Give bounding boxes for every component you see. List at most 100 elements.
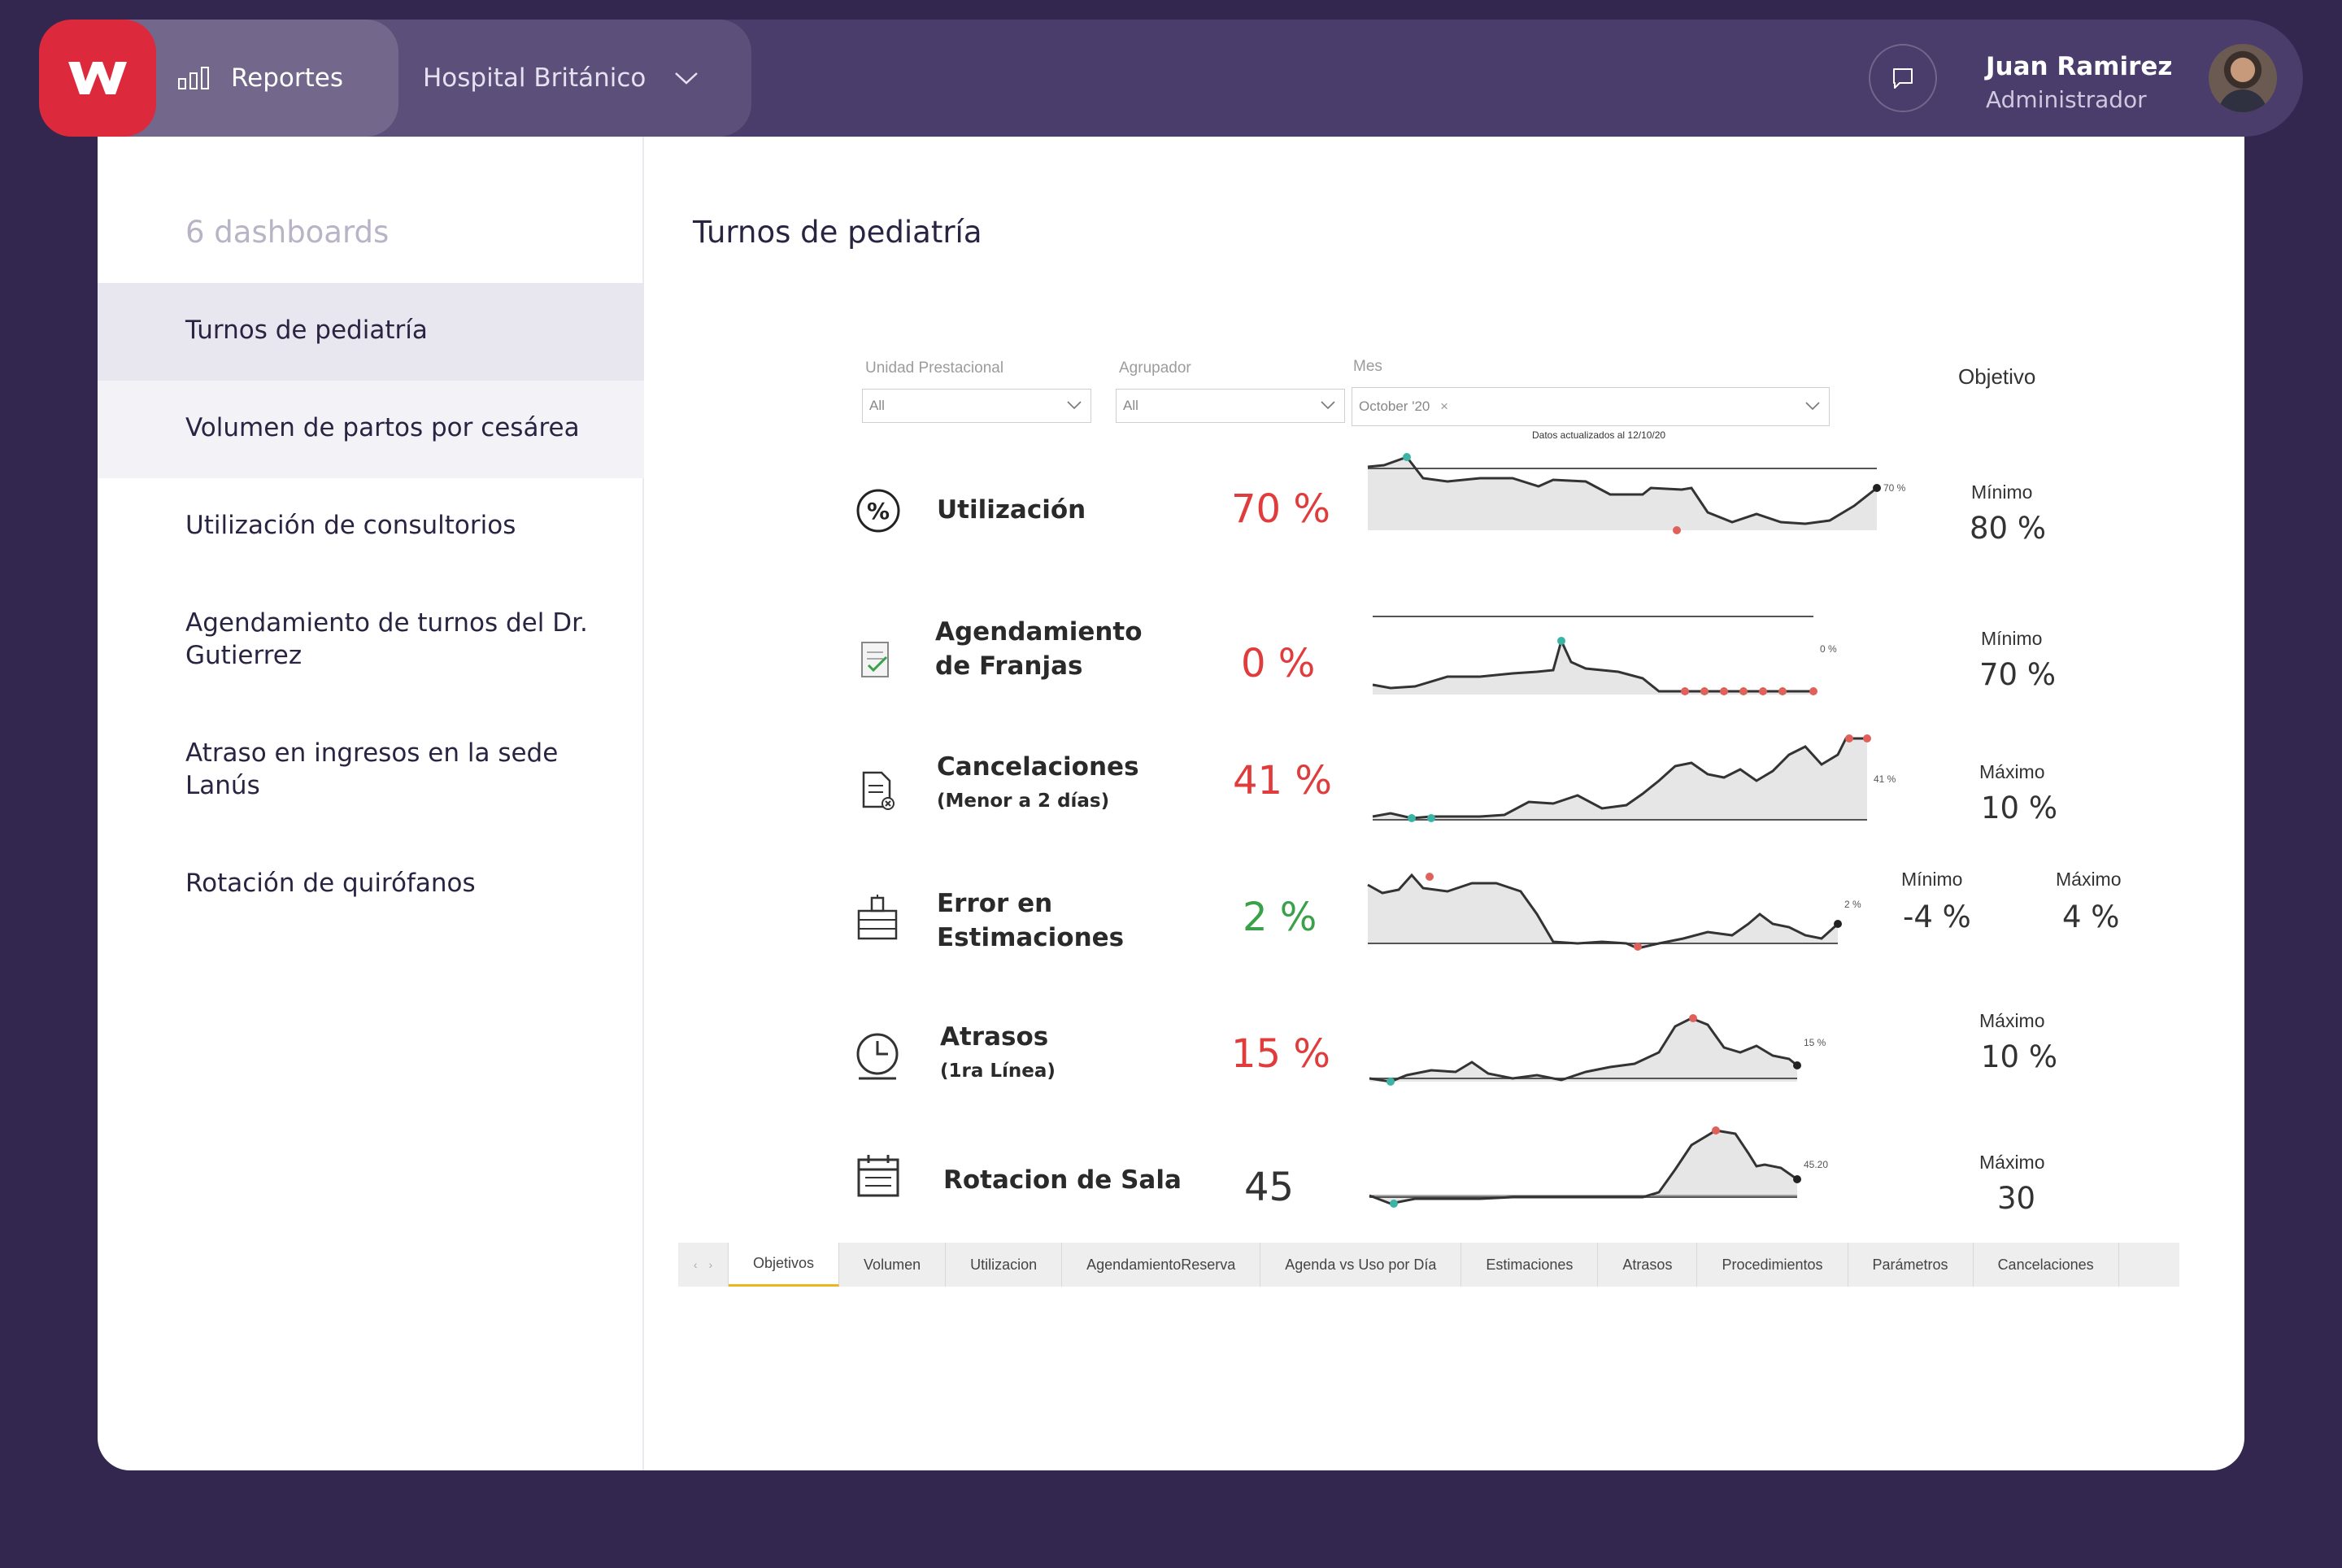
objective-error-min-value: -4 % (1903, 899, 1971, 934)
tab-agendamiento-reserva[interactable]: AgendamientoReserva (1062, 1243, 1261, 1287)
filter-agrupador-select[interactable]: All (1116, 389, 1345, 423)
metric-agendamiento-name: Agendamiento de Franjas (935, 615, 1143, 683)
metric-error-line2: Estimaciones (937, 923, 1125, 952)
tab-procedimientos[interactable]: Procedimientos (1697, 1243, 1848, 1287)
sparkline-cancelaciones-label: 41 % (1874, 773, 1896, 785)
tab-parametros[interactable]: Parámetros (1848, 1243, 1974, 1287)
report-page-tabs: ‹ › Objetivos Volumen Utilizacion Agenda… (678, 1243, 2179, 1287)
sparkline-atrasos-label: 15 % (1804, 1037, 1826, 1048)
main-card: 6 dashboards Turnos de pediatría Volumen… (98, 137, 2244, 1470)
metric-agendamiento-line2: de Franjas (935, 651, 1083, 681)
abacus-chart-icon (857, 895, 898, 940)
objective-rotacion-label: Máximo (1979, 1152, 2045, 1173)
sidebar-item-partos-cesarea[interactable]: Volumen de partos por cesárea (98, 381, 644, 478)
user-role: Administrador (1986, 86, 2147, 113)
metric-utilizacion-value: 70 % (1231, 486, 1330, 532)
objective-cancelaciones-value: 10 % (1981, 791, 2057, 825)
bar-chart-icon (178, 67, 209, 89)
objective-header: Objetivo (1958, 364, 2036, 389)
sidebar: 6 dashboards Turnos de pediatría Volumen… (98, 137, 644, 1470)
objective-utilizacion-label: Mínimo (1971, 481, 2033, 503)
filter-agrupador-value: All (1123, 398, 1138, 413)
metric-utilizacion-name: Utilización (937, 495, 1086, 525)
tab-agenda-vs-uso[interactable]: Agenda vs Uso por Día (1260, 1243, 1462, 1287)
sparkline-rotacion-label: 45.20 (1804, 1159, 1828, 1170)
metric-rotacion-name: Rotacion de Sala (943, 1165, 1182, 1195)
filter-label-unidad: Unidad Prestacional (865, 359, 1004, 377)
metric-agendamiento-value: 0 % (1241, 641, 1316, 686)
chevron-right-icon[interactable]: › (708, 1258, 713, 1271)
sparklines: 70 % 0 % (1367, 453, 1906, 1208)
svg-text:%: % (867, 498, 890, 525)
metric-cancelaciones-sub: (Menor a 2 días) (937, 791, 1110, 812)
chevron-left-icon[interactable]: ‹ (693, 1258, 698, 1271)
filter-unidad-select[interactable]: All (862, 389, 1091, 423)
sidebar-title: 6 dashboards (185, 215, 390, 250)
calendar-icon (857, 1155, 899, 1197)
sparkline-utilizacion-label: 70 % (1883, 482, 1906, 494)
metric-error-name: Error en Estimaciones (937, 886, 1124, 955)
tab-scroll-nav[interactable]: ‹ › (678, 1243, 729, 1287)
chevron-down-icon (1321, 401, 1335, 410)
hospital-selector[interactable]: Hospital Británico (423, 20, 748, 137)
metric-error-value: 2 % (1243, 895, 1317, 940)
metric-atrasos-line1: Atrasos (940, 1022, 1049, 1052)
sidebar-item-turnos-pediatria[interactable]: Turnos de pediatría (98, 283, 644, 381)
metric-atrasos-value: 15 % (1231, 1031, 1330, 1077)
objective-error-min-label: Mínimo (1901, 869, 1963, 890)
tab-atrasos[interactable]: Atrasos (1598, 1243, 1698, 1287)
avatar[interactable] (2209, 44, 2277, 112)
sidebar-item-utilizacion-consultorios[interactable]: Utilización de consultorios (185, 511, 516, 540)
clear-filter-icon[interactable]: × (1440, 399, 1449, 414)
logo-w-icon (68, 62, 127, 94)
objective-error-max-value: 4 % (2062, 899, 2120, 934)
objective-rotacion-value: 30 (1997, 1181, 2036, 1216)
objective-atrasos-value: 10 % (1981, 1039, 2057, 1074)
report-embed: Unidad Prestacional All Agrupador All Me… (98, 137, 2244, 1470)
metric-atrasos-name: Atrasos (1ra Línea) (940, 1020, 1056, 1088)
chevron-down-icon (1805, 402, 1820, 411)
sparkline-agendamiento: 0 % (1372, 616, 1837, 695)
tab-volumen[interactable]: Volumen (839, 1243, 947, 1287)
page-title: Turnos de pediatría (693, 215, 982, 250)
clock-icon (856, 1033, 899, 1080)
objective-error-max-label: Máximo (2056, 869, 2122, 890)
filter-unidad-value: All (869, 398, 885, 413)
sparkline-atrasos: 15 % (1369, 1014, 1826, 1086)
sparkline-cancelaciones: 41 % (1372, 734, 1896, 822)
user-name: Juan Ramirez (1986, 52, 2173, 81)
sidebar-item-atraso-lanus[interactable]: Atraso en ingresos en la sede Lanús (185, 738, 559, 800)
metric-agendamiento-line1: Agendamiento (935, 617, 1143, 647)
filter-label-agrupador: Agrupador (1119, 359, 1191, 377)
sidebar-item-agendamiento-gutierrez[interactable]: Agendamiento de turnos del Dr. Gutierrez (185, 608, 588, 670)
brand-logo[interactable] (39, 20, 156, 137)
tab-objetivos[interactable]: Objetivos (729, 1243, 840, 1287)
sparkline-error-label: 2 % (1844, 899, 1861, 910)
nav-reportes-button[interactable]: Reportes (122, 20, 398, 137)
chat-button[interactable] (1869, 44, 1937, 112)
objective-utilizacion-value: 80 % (1970, 511, 2046, 546)
sparkline-rotacion: 45.20 (1369, 1126, 1828, 1208)
sparkline-error: 2 % (1367, 873, 1861, 951)
filter-mes-value: October '20 (1359, 399, 1430, 414)
metric-atrasos-sub: (1ra Línea) (940, 1061, 1056, 1082)
sidebar-item-rotacion-quirofanos[interactable]: Rotación de quirófanos (185, 869, 476, 898)
objective-agendamiento-label: Mínimo (1981, 628, 2043, 649)
metric-cancelaciones-line1: Cancelaciones (937, 752, 1139, 782)
document-check-icon (861, 642, 889, 677)
tab-utilizacion[interactable]: Utilizacion (946, 1243, 1063, 1287)
chat-icon (1893, 68, 1913, 89)
document-cancel-icon (862, 771, 895, 810)
metric-rotacion-value: 45 (1244, 1165, 1295, 1210)
metric-error-line1: Error en (937, 889, 1053, 918)
sparkline-utilizacion: 70 % (1367, 453, 1906, 534)
tab-estimaciones[interactable]: Estimaciones (1461, 1243, 1599, 1287)
sparkline-agendamiento-label: 0 % (1820, 643, 1837, 655)
tab-cancelaciones[interactable]: Cancelaciones (1974, 1243, 2119, 1287)
nav-pill (122, 20, 751, 137)
filter-mes-select[interactable]: October '20 × (1352, 387, 1830, 426)
metric-cancelaciones-name: Cancelaciones (Menor a 2 días) (937, 750, 1139, 818)
metric-cancelaciones-value: 41 % (1233, 758, 1332, 804)
filter-label-mes: Mes (1353, 358, 1382, 375)
updated-note: Datos actualizados al 12/10/20 (1532, 429, 1666, 441)
